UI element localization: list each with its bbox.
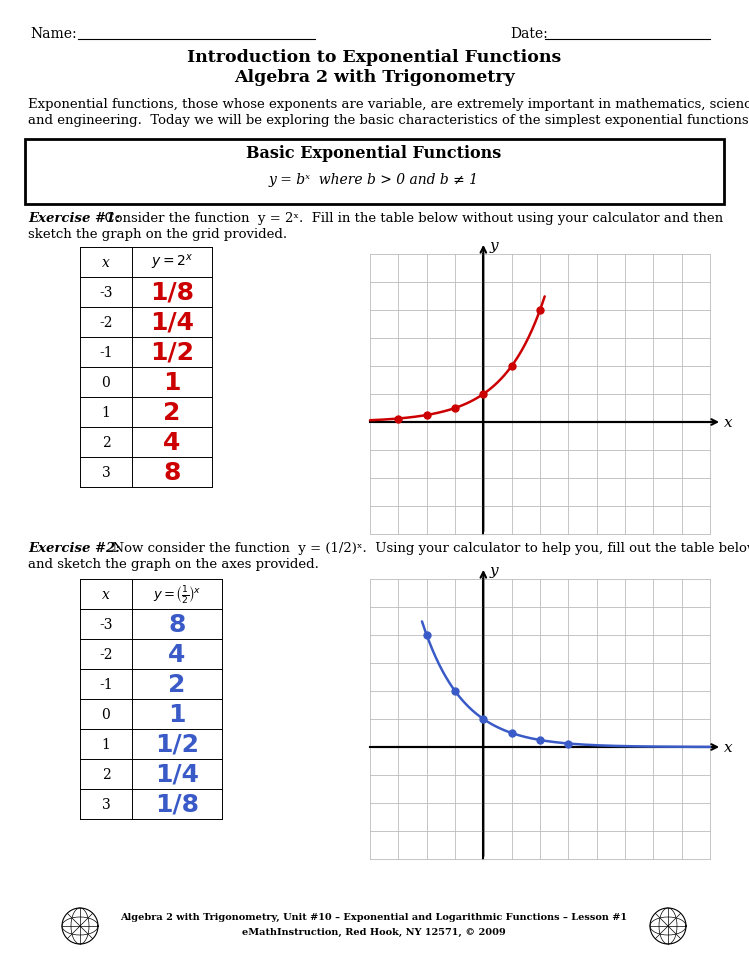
Text: Exercise #2:: Exercise #2: [28, 542, 121, 554]
Text: Basic Exponential Functions: Basic Exponential Functions [246, 144, 502, 162]
Text: $y = \!\left(\frac{1}{2}\right)^{\!x}$: $y = \!\left(\frac{1}{2}\right)^{\!x}$ [153, 583, 201, 606]
Text: -1: -1 [99, 677, 113, 691]
Text: eMathInstruction, Red Hook, NY 12571, © 2009: eMathInstruction, Red Hook, NY 12571, © … [242, 927, 506, 936]
Text: x: x [102, 587, 110, 602]
Text: 2: 2 [102, 435, 110, 450]
Text: and sketch the graph on the axes provided.: and sketch the graph on the axes provide… [28, 557, 319, 571]
Text: 4: 4 [169, 642, 186, 667]
Text: 1/4: 1/4 [155, 763, 199, 786]
Text: x: x [102, 256, 110, 269]
Text: x: x [724, 416, 733, 429]
Text: Algebra 2 with Trigonometry: Algebra 2 with Trigonometry [234, 69, 515, 86]
Text: 0: 0 [102, 376, 110, 390]
Text: 3: 3 [102, 465, 110, 480]
Text: Algebra 2 with Trigonometry, Unit #10 – Exponential and Logarithmic Functions – : Algebra 2 with Trigonometry, Unit #10 – … [121, 912, 628, 922]
Text: -2: -2 [100, 316, 113, 329]
Text: Introduction to Exponential Functions: Introduction to Exponential Functions [187, 49, 561, 66]
Text: $y = 2^x$: $y = 2^x$ [151, 253, 193, 272]
Text: 3: 3 [102, 797, 110, 811]
Text: -3: -3 [100, 286, 113, 299]
Text: 1/2: 1/2 [150, 341, 194, 364]
Text: Date:: Date: [510, 27, 548, 41]
Text: 1/2: 1/2 [155, 733, 199, 756]
Text: 1: 1 [102, 406, 110, 420]
Text: Exercise #1:: Exercise #1: [28, 212, 121, 225]
Text: -1: -1 [99, 346, 113, 359]
Text: 1: 1 [102, 737, 110, 751]
Text: 4: 4 [163, 430, 181, 454]
Text: 8: 8 [169, 612, 186, 637]
Text: 1/8: 1/8 [150, 281, 194, 304]
Text: Exponential functions, those whose exponents are variable, are extremely importa: Exponential functions, those whose expon… [28, 98, 749, 110]
Text: 2: 2 [169, 672, 186, 697]
Text: 0: 0 [102, 707, 110, 721]
Text: 1: 1 [163, 370, 181, 394]
Text: Now consider the function  y = (1/2)ˣ.  Using your calculator to help you, fill : Now consider the function y = (1/2)ˣ. Us… [104, 542, 749, 554]
Text: and engineering.  Today we will be exploring the basic characteristics of the si: and engineering. Today we will be explor… [28, 114, 749, 127]
Text: sketch the graph on the grid provided.: sketch the graph on the grid provided. [28, 228, 287, 240]
Text: -3: -3 [100, 617, 113, 632]
Text: 8: 8 [163, 460, 181, 484]
Text: 1: 1 [169, 703, 186, 726]
Text: Consider the function  y = 2ˣ.  Fill in the table below without using your calcu: Consider the function y = 2ˣ. Fill in th… [96, 212, 723, 225]
Text: y = bˣ  where b > 0 and b ≠ 1: y = bˣ where b > 0 and b ≠ 1 [269, 172, 479, 187]
Text: Name:: Name: [30, 27, 76, 41]
Text: 1/8: 1/8 [155, 793, 199, 816]
Text: 2: 2 [163, 400, 181, 424]
Text: -2: -2 [100, 647, 113, 661]
Text: x: x [724, 740, 733, 754]
Text: 2: 2 [102, 767, 110, 781]
Text: y: y [489, 563, 498, 578]
Text: 1/4: 1/4 [150, 311, 194, 334]
Bar [25, 140, 724, 204]
Text: y: y [489, 238, 498, 253]
